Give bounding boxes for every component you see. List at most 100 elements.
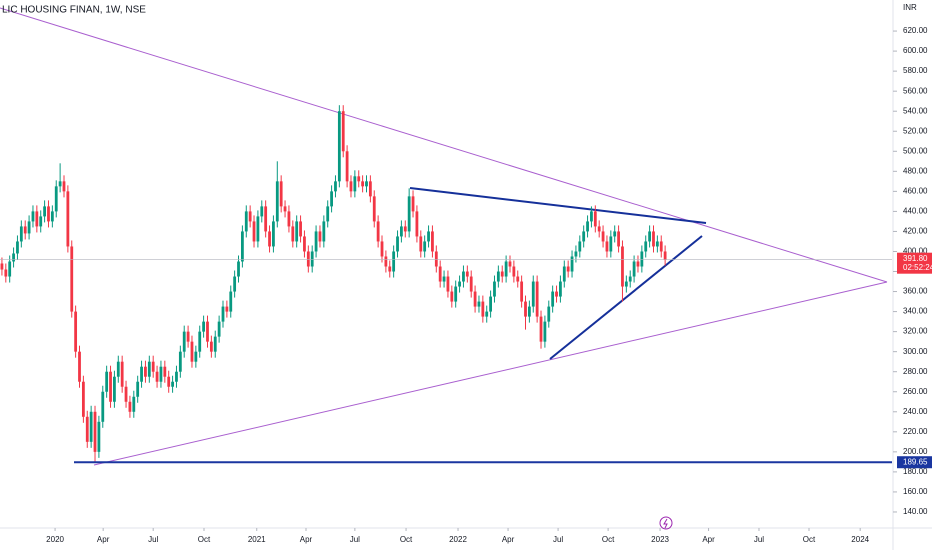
x-tick-label: Jul — [553, 535, 563, 544]
candle-body — [419, 236, 423, 252]
candle-body — [504, 261, 508, 277]
candle-body — [221, 306, 225, 322]
x-tick-label: Oct — [803, 535, 816, 544]
candle-body — [299, 221, 302, 237]
candle-body — [512, 266, 516, 277]
candle-body — [8, 261, 12, 277]
candle-body — [50, 211, 54, 222]
candle-body — [240, 231, 244, 262]
candle-body — [524, 301, 527, 317]
candle-body — [105, 371, 109, 392]
candle-body — [322, 221, 326, 242]
candle-body — [58, 181, 62, 187]
candle-body — [372, 196, 376, 222]
candle-body — [520, 281, 524, 302]
x-tick-label: Jul — [350, 535, 360, 544]
y-tick-label: 260.00 — [903, 387, 928, 396]
candle-body — [43, 206, 46, 217]
candle-body — [527, 306, 531, 317]
candle-body — [155, 371, 159, 382]
y-tick-label: 300.00 — [903, 347, 928, 356]
candle-body — [621, 246, 624, 287]
candle-body — [551, 291, 555, 307]
candle-body — [132, 396, 136, 412]
level-box — [897, 456, 932, 469]
candle-body — [252, 221, 256, 242]
candle-body — [446, 276, 450, 292]
candle-body — [597, 226, 601, 232]
candle-body — [559, 281, 562, 297]
candle-body — [295, 221, 299, 242]
candle-body — [113, 376, 116, 402]
candle-body — [74, 311, 78, 352]
candle-body — [4, 269, 8, 277]
x-tick-label: Apr — [97, 535, 110, 544]
candle-body — [256, 216, 260, 242]
candle-body — [268, 231, 271, 247]
candle-body — [438, 266, 442, 282]
y-tick-label: 620.00 — [903, 26, 928, 35]
candle-body — [396, 236, 399, 252]
candle-body — [349, 181, 353, 192]
candle-body — [175, 371, 178, 382]
trend-line — [93, 281, 888, 466]
last-price-label: 391.80 — [903, 254, 928, 263]
candle-body — [628, 276, 632, 282]
candle-body — [403, 226, 407, 232]
candle-body — [19, 226, 23, 242]
candle-body — [78, 351, 81, 382]
candle-body — [531, 281, 535, 307]
y-tick-label: 560.00 — [903, 86, 928, 95]
level-label: 189.65 — [903, 457, 928, 466]
candle-body — [574, 251, 578, 257]
candle-body — [85, 416, 89, 442]
candle-body — [303, 236, 306, 252]
candle-body — [178, 351, 182, 372]
y-tick-label: 160.00 — [903, 487, 928, 496]
candle-body — [547, 306, 551, 322]
candle-body — [508, 261, 512, 267]
candle-body — [357, 176, 361, 182]
candle-body — [442, 276, 446, 282]
candle-body — [337, 111, 341, 182]
candle-body — [411, 196, 415, 212]
candle-body — [194, 351, 198, 362]
candle-body — [415, 211, 419, 237]
candle-body — [454, 286, 458, 302]
candle-body — [485, 311, 489, 317]
candle-body — [384, 256, 388, 267]
candle-body — [450, 291, 454, 302]
y-tick-label: 520.00 — [903, 126, 928, 135]
candle-body — [310, 251, 314, 267]
candle-body — [655, 241, 659, 247]
candle-body — [225, 306, 229, 312]
candle-body — [613, 231, 617, 237]
candle-body — [209, 341, 213, 352]
x-tick-label: Apr — [300, 535, 313, 544]
candle-body — [640, 251, 644, 267]
candle-body — [624, 281, 628, 287]
candle-body — [434, 251, 438, 267]
candle-body — [151, 361, 155, 372]
y-tick-label: 540.00 — [903, 106, 928, 115]
candle-body — [182, 331, 186, 352]
candle-body — [167, 376, 171, 387]
candle-body — [334, 181, 337, 192]
x-tick-label: 2022 — [449, 535, 467, 544]
candle-body — [593, 211, 597, 227]
y-tick-label: 220.00 — [903, 427, 928, 436]
candle-body — [555, 291, 558, 297]
candle-body — [163, 366, 167, 377]
last-price-box — [897, 252, 932, 274]
countdown-label: 02:52:24 — [903, 263, 932, 272]
candle-body — [543, 321, 547, 342]
candle-body — [376, 221, 380, 242]
x-tick-label: 2021 — [248, 535, 266, 544]
candle-body — [35, 211, 39, 227]
candle-body — [659, 241, 663, 252]
candle-body — [70, 246, 74, 312]
event-icon[interactable] — [659, 516, 673, 530]
y-tick-label: 580.00 — [903, 66, 928, 75]
y-tick-label: 440.00 — [903, 207, 928, 216]
